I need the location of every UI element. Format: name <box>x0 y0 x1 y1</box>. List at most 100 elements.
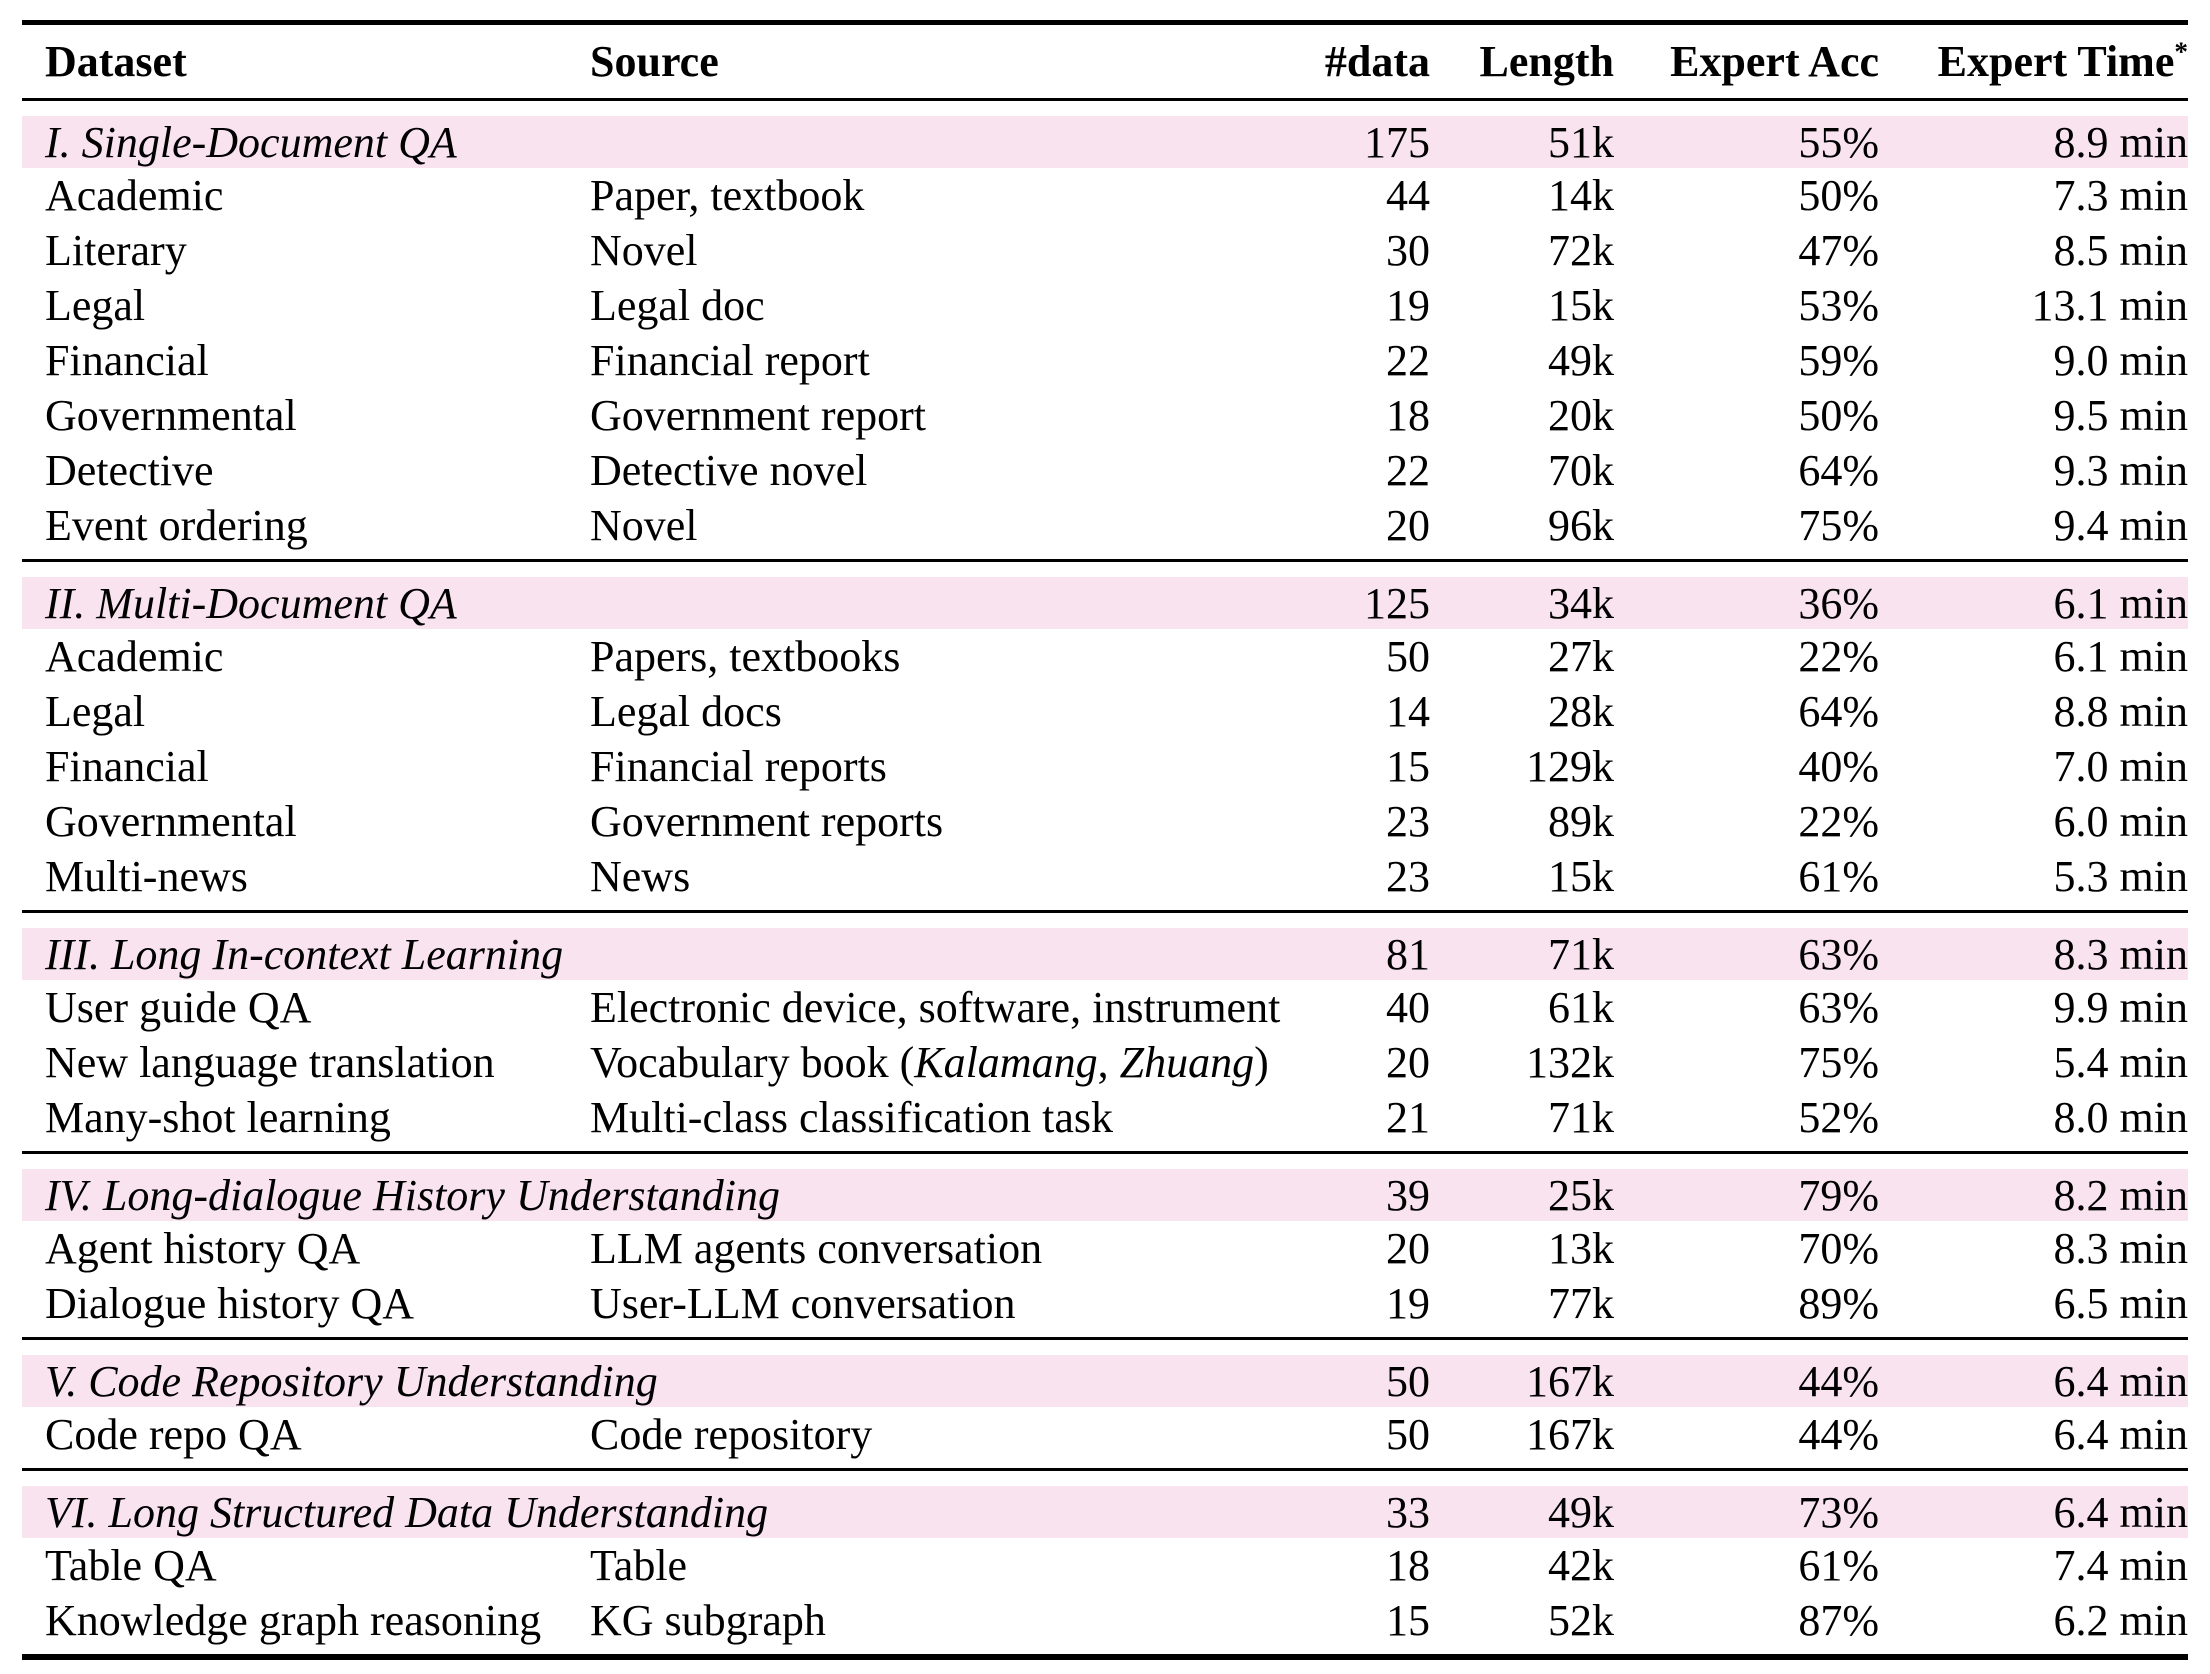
table-row: Detective Detective novel 22 70k 64% 9.3 min <box>22 443 2188 498</box>
length-cell: 77k <box>1548 1279 1614 1328</box>
length-cell: 25k <box>1548 1170 1614 1220</box>
expert-acc-cell: 22% <box>1798 632 1879 681</box>
ndata-cell: 175 <box>1364 117 1430 167</box>
dataset-cell: Legal <box>45 687 146 736</box>
section-header-row: V. Code Repository Understanding 50 167k 44… <box>22 1355 2188 1407</box>
expert-time-cell: 5.4 min <box>2053 1038 2188 1087</box>
expert-acc-cell: 55% <box>1798 117 1879 167</box>
length-cell: 28k <box>1548 687 1614 736</box>
source-cell: Novel <box>590 501 698 550</box>
length-cell: 13k <box>1548 1224 1614 1273</box>
ndata-cell: 81 <box>1386 929 1430 979</box>
length-cell: 51k <box>1548 117 1614 167</box>
table-row: Knowledge graph reasoning KG subgraph 15 52… <box>22 1593 2188 1648</box>
table-row: Table QA Table 18 42k 61% 7.4 min <box>22 1538 2188 1593</box>
benchmark-statistics-table: Dataset Source #data Length Expert Acc E… <box>22 20 2188 1660</box>
ndata-cell: 125 <box>1364 578 1430 628</box>
dataset-cell: Governmental <box>45 391 297 440</box>
expert-acc-cell: 75% <box>1798 1038 1879 1087</box>
expert-acc-cell: 52% <box>1798 1093 1879 1142</box>
length-cell: 71k <box>1548 1093 1614 1142</box>
expert-acc-cell: 75% <box>1798 501 1879 550</box>
source-cell: Papers, textbooks <box>590 632 901 681</box>
ndata-cell: 40 <box>1386 983 1430 1032</box>
table-row: Dialogue history QA User-LLM conversation… <box>22 1276 2188 1331</box>
expert-time-cell: 8.8 min <box>2053 687 2188 736</box>
table-section: IV. Long-dialogue History Understanding 3… <box>22 1169 2188 1331</box>
table-row: New language translation Vocabulary book … <box>22 1035 2188 1090</box>
table-row: Academic Papers, textbooks 50 27k 22% 6.1 min <box>22 629 2188 684</box>
ndata-cell: 15 <box>1386 1596 1430 1645</box>
table-section: V. Code Repository Understanding 50 167k 44… <box>22 1355 2188 1462</box>
table-row: Event ordering Novel 20 96k 75% 9.4 min <box>22 498 2188 553</box>
dataset-cell: Literary <box>45 226 187 275</box>
table-body: I. Single-Document QA 175 51k 55% 8.9 min Aca… <box>22 116 2188 1648</box>
expert-acc-cell: 50% <box>1798 171 1879 220</box>
column-header-expert-time: Expert Time* <box>1879 36 2188 87</box>
expert-time-cell: 8.9 min <box>2053 117 2188 167</box>
dataset-cell: Knowledge graph reasoning <box>45 1596 542 1645</box>
expert-acc-cell: 87% <box>1798 1596 1879 1645</box>
expert-time-cell: 9.3 min <box>2053 446 2188 495</box>
source-cell: Code repository <box>590 1410 873 1459</box>
expert-time-cell: 7.4 min <box>2053 1541 2188 1590</box>
dataset-cell: Agent history QA <box>45 1224 361 1273</box>
table-row: Legal Legal doc 19 15k 53% 13.1 min <box>22 278 2188 333</box>
ndata-cell: 21 <box>1386 1093 1430 1142</box>
expert-acc-cell: 59% <box>1798 336 1879 385</box>
expert-acc-cell: 47% <box>1798 226 1879 275</box>
column-header-length: Length <box>1479 37 1614 86</box>
source-cell: Electronic device, software, instrument <box>590 983 1281 1032</box>
length-cell: 20k <box>1548 391 1614 440</box>
length-cell: 167k <box>1526 1410 1614 1459</box>
dataset-cell: Code repo QA <box>45 1410 302 1459</box>
source-cell: Novel <box>590 226 698 275</box>
source-cell: News <box>590 852 691 901</box>
source-cell: Financial report <box>590 336 870 385</box>
expert-acc-cell: 89% <box>1798 1279 1879 1328</box>
dataset-cell: Multi-news <box>45 852 248 901</box>
table-row: Financial Financial report 22 49k 59% 9.0 min <box>22 333 2188 388</box>
dataset-cell: Academic <box>45 171 224 220</box>
section-header-row: I. Single-Document QA 175 51k 55% 8.9 min <box>22 116 2188 168</box>
dataset-cell: New language translation <box>45 1038 495 1087</box>
section-title: IV. Long-dialogue History Understanding <box>45 1170 780 1220</box>
length-cell: 15k <box>1548 281 1614 330</box>
length-cell: 70k <box>1548 446 1614 495</box>
expert-time-cell: 6.4 min <box>2053 1410 2188 1459</box>
ndata-cell: 19 <box>1386 281 1430 330</box>
section-rule <box>22 1337 2188 1340</box>
expert-time-label: Expert Time <box>1937 37 2175 86</box>
expert-acc-cell: 44% <box>1798 1410 1879 1459</box>
length-cell: 71k <box>1548 929 1614 979</box>
table-row: Governmental Government report 18 20k 50% 9.5… <box>22 388 2188 443</box>
expert-time-cell: 6.1 min <box>2053 632 2188 681</box>
length-cell: 89k <box>1548 797 1614 846</box>
dataset-cell: Academic <box>45 632 224 681</box>
section-header-row: IV. Long-dialogue History Understanding 3… <box>22 1169 2188 1221</box>
table-row: Code repo QA Code repository 50 167k 44% 6.4 … <box>22 1407 2188 1462</box>
length-cell: 61k <box>1548 983 1614 1032</box>
ndata-cell: 22 <box>1386 446 1430 495</box>
length-cell: 49k <box>1548 1487 1614 1537</box>
table-row: Many-shot learning Multi-class classifica… <box>22 1090 2188 1145</box>
dataset-cell: Legal <box>45 281 146 330</box>
source-cell: Financial reports <box>590 742 887 791</box>
length-cell: 132k <box>1526 1038 1614 1087</box>
expert-acc-cell: 61% <box>1798 852 1879 901</box>
table-row: Financial Financial reports 15 129k 40% 7.0 m… <box>22 739 2188 794</box>
dataset-cell: Dialogue history QA <box>45 1279 415 1328</box>
source-cell: Government report <box>590 391 926 440</box>
dataset-cell: Table QA <box>45 1541 217 1590</box>
section-rule <box>22 1468 2188 1471</box>
expert-time-cell: 9.5 min <box>2053 391 2188 440</box>
length-cell: 167k <box>1526 1356 1614 1406</box>
ndata-cell: 20 <box>1386 501 1430 550</box>
dataset-cell: User guide QA <box>45 983 312 1032</box>
source-cell: KG subgraph <box>590 1596 826 1645</box>
expert-acc-cell: 73% <box>1798 1487 1879 1537</box>
header-rule <box>22 98 2188 101</box>
table-section: I. Single-Document QA 175 51k 55% 8.9 min Aca… <box>22 116 2188 553</box>
expert-acc-cell: 64% <box>1798 687 1879 736</box>
section-title: V. Code Repository Understanding <box>45 1356 658 1406</box>
